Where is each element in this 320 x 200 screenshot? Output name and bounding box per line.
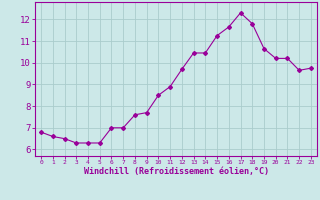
X-axis label: Windchill (Refroidissement éolien,°C): Windchill (Refroidissement éolien,°C) — [84, 167, 268, 176]
